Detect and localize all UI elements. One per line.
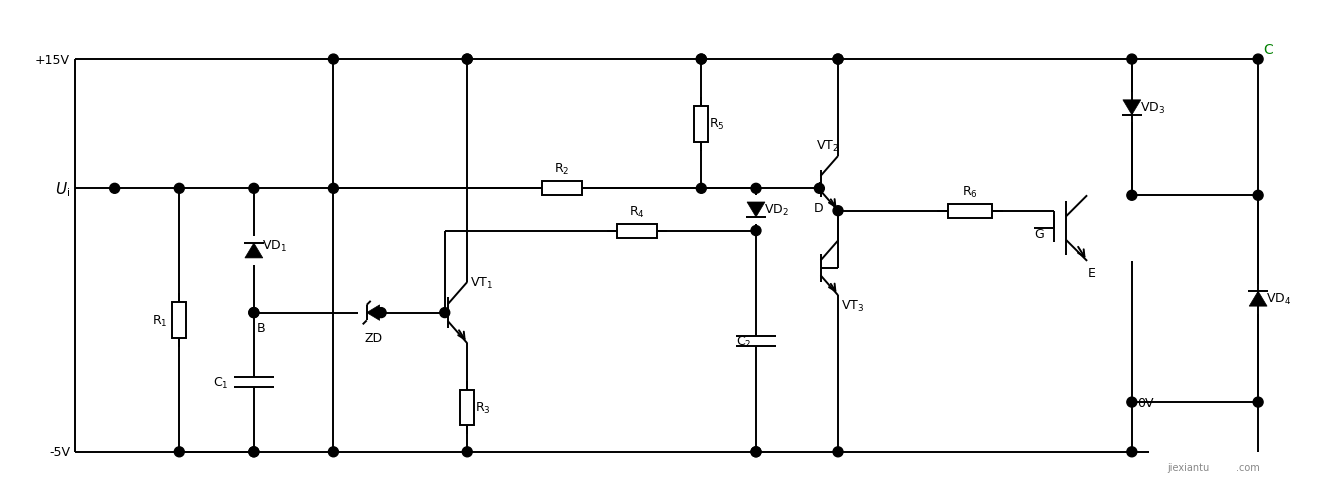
Bar — [617, 224, 657, 238]
Text: 0V: 0V — [1137, 396, 1153, 409]
Circle shape — [696, 184, 706, 194]
Circle shape — [328, 447, 339, 457]
Text: VT$_1$: VT$_1$ — [471, 275, 493, 290]
Circle shape — [1126, 191, 1137, 201]
Circle shape — [696, 55, 706, 65]
Bar — [543, 182, 583, 196]
Circle shape — [1253, 397, 1264, 407]
Text: C: C — [1264, 43, 1273, 57]
Polygon shape — [1122, 101, 1141, 116]
Circle shape — [328, 55, 339, 65]
Circle shape — [833, 447, 842, 457]
Text: E: E — [1088, 266, 1096, 279]
Circle shape — [463, 55, 472, 65]
Text: +15V: +15V — [35, 54, 69, 66]
Text: G: G — [1034, 227, 1044, 240]
Polygon shape — [245, 244, 263, 258]
Text: VD$_1$: VD$_1$ — [261, 239, 287, 254]
Circle shape — [833, 55, 842, 65]
Circle shape — [175, 447, 184, 457]
Circle shape — [440, 308, 449, 318]
Circle shape — [750, 226, 761, 236]
Text: -5V: -5V — [49, 446, 69, 458]
Text: VD$_4$: VD$_4$ — [1266, 291, 1292, 306]
Circle shape — [750, 447, 761, 457]
Circle shape — [109, 184, 120, 194]
Text: C$_1$: C$_1$ — [213, 375, 229, 390]
Circle shape — [249, 308, 259, 318]
Circle shape — [750, 447, 761, 457]
Text: R$_4$: R$_4$ — [629, 204, 645, 219]
Text: VD$_3$: VD$_3$ — [1140, 101, 1165, 116]
Circle shape — [1126, 397, 1137, 407]
Circle shape — [1253, 55, 1264, 65]
Circle shape — [1126, 447, 1137, 457]
Bar — [694, 106, 708, 142]
Text: B: B — [257, 321, 265, 334]
Text: ZD: ZD — [364, 331, 383, 344]
Text: $U_{\rm i}$: $U_{\rm i}$ — [55, 180, 69, 198]
Bar — [948, 204, 992, 218]
Circle shape — [696, 55, 706, 65]
Polygon shape — [1249, 292, 1268, 306]
Text: .com: .com — [1236, 462, 1260, 472]
Circle shape — [750, 184, 761, 194]
Text: VT$_2$: VT$_2$ — [816, 139, 838, 154]
Text: R$_6$: R$_6$ — [962, 184, 977, 199]
Text: D: D — [813, 202, 822, 215]
Text: jiexiantu: jiexiantu — [1168, 462, 1209, 472]
Circle shape — [814, 184, 824, 194]
Circle shape — [833, 55, 842, 65]
Circle shape — [1126, 55, 1137, 65]
Circle shape — [463, 447, 472, 457]
Circle shape — [249, 447, 259, 457]
Circle shape — [328, 184, 339, 194]
Circle shape — [1253, 191, 1264, 201]
Circle shape — [376, 308, 387, 318]
Text: C$_2$: C$_2$ — [736, 334, 750, 349]
Polygon shape — [746, 203, 765, 218]
Bar — [460, 390, 475, 426]
Circle shape — [833, 206, 842, 216]
Text: R$_3$: R$_3$ — [475, 400, 491, 415]
Text: VT$_3$: VT$_3$ — [841, 299, 864, 314]
Circle shape — [463, 55, 472, 65]
Circle shape — [249, 184, 259, 194]
Polygon shape — [367, 305, 380, 321]
Circle shape — [249, 447, 259, 457]
Circle shape — [175, 184, 184, 194]
Text: R$_2$: R$_2$ — [555, 162, 569, 177]
Text: R$_1$: R$_1$ — [152, 313, 168, 328]
Text: VD$_2$: VD$_2$ — [764, 203, 789, 218]
Text: R$_5$: R$_5$ — [709, 117, 725, 132]
Circle shape — [249, 308, 259, 318]
Bar — [172, 303, 187, 338]
